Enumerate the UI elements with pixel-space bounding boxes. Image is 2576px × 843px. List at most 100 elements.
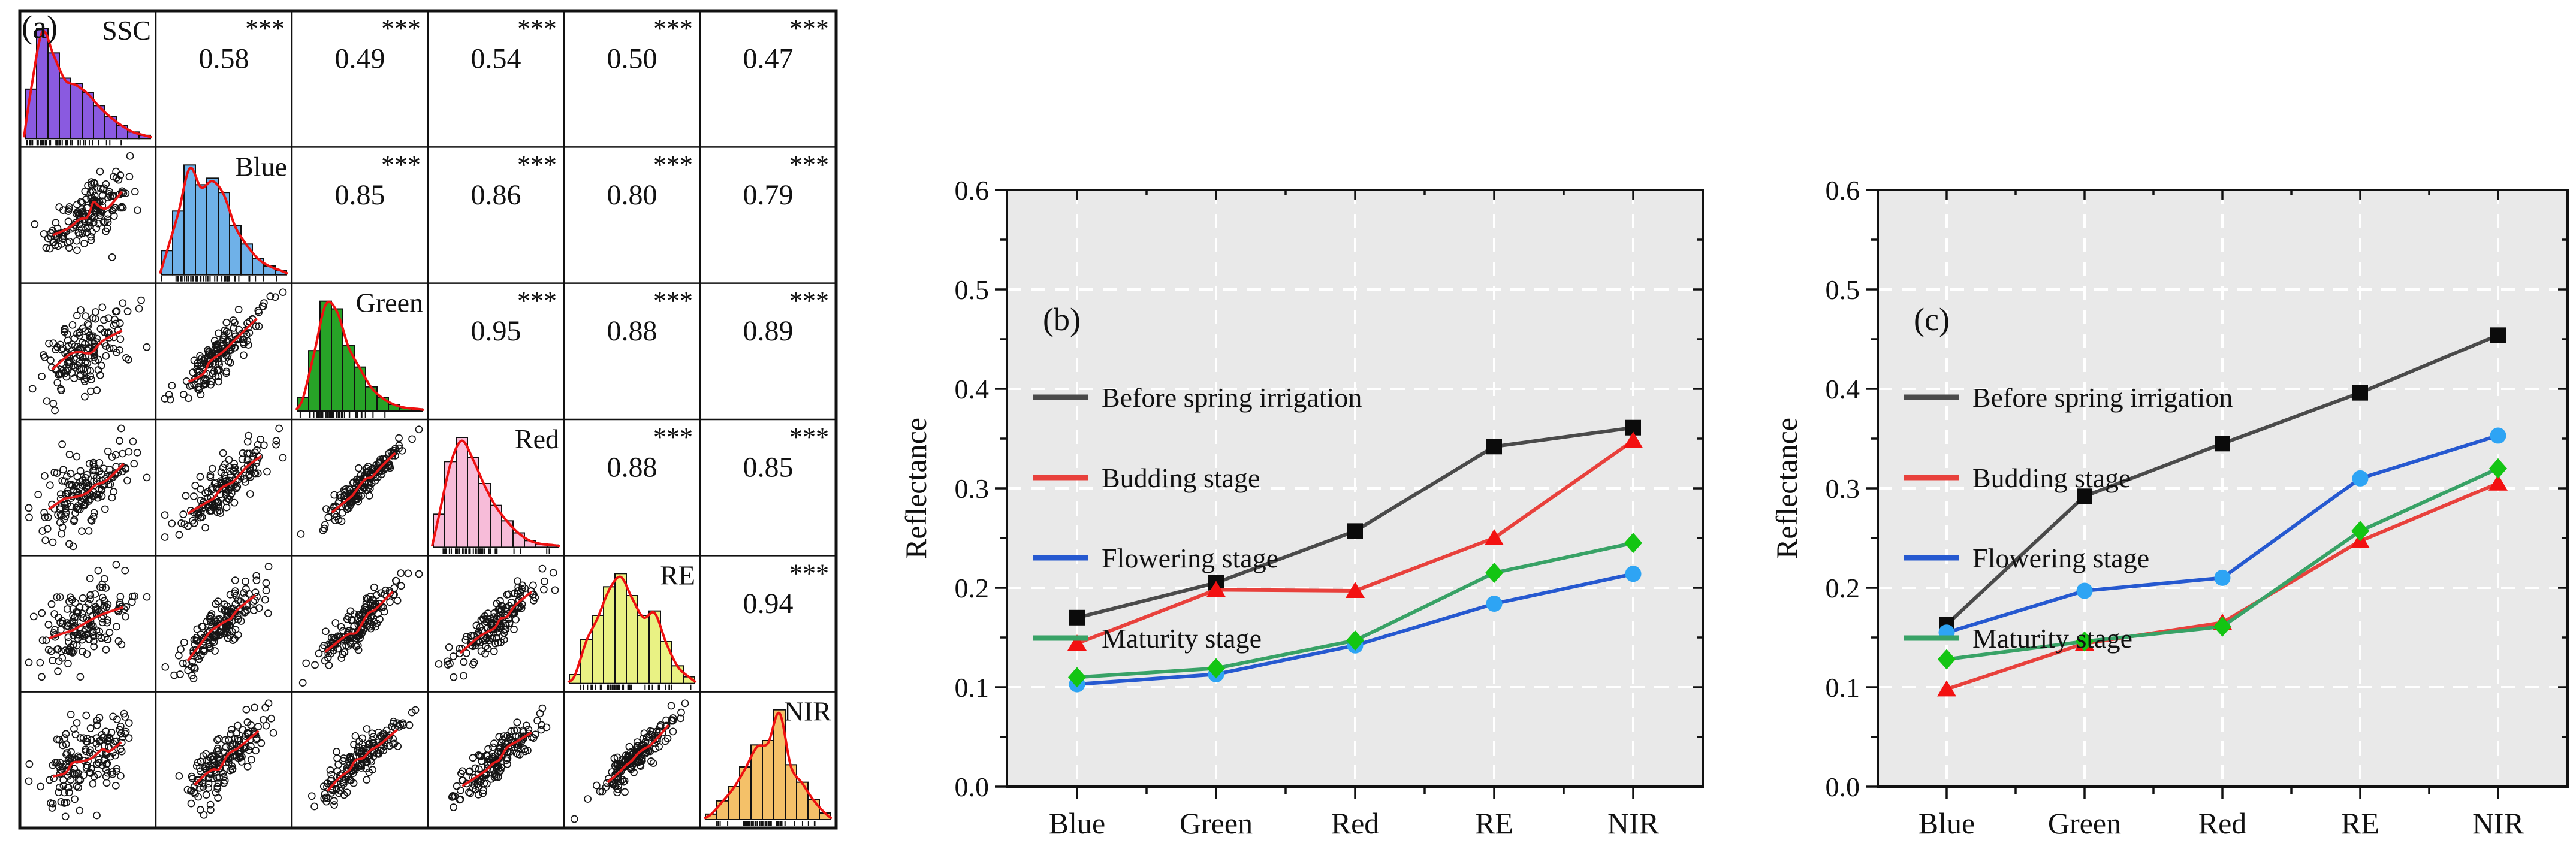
fit-line — [52, 741, 122, 778]
matrix-cell-NIR-SSC — [25, 709, 133, 821]
scatter-point — [497, 638, 505, 646]
scatter-point — [391, 445, 399, 453]
scatter-point — [370, 583, 378, 591]
scatter-point — [102, 772, 110, 781]
scatter-point — [118, 462, 126, 470]
scatter-point — [209, 500, 217, 508]
scatter-point — [57, 647, 65, 655]
scatter-point — [379, 603, 387, 611]
scatter-point — [190, 788, 198, 796]
scatter-point — [240, 589, 248, 597]
scatter-point — [240, 475, 248, 483]
scatter-point — [125, 173, 134, 181]
panel-c-label: (c) — [1914, 301, 1950, 337]
scatter-plot — [307, 706, 420, 811]
correlation-value: 0.58 — [199, 43, 249, 74]
scatter-point — [355, 738, 363, 746]
scatter-point — [54, 511, 62, 519]
scatter-point — [261, 703, 270, 712]
scatter-point — [56, 759, 64, 767]
scatter-point — [161, 511, 169, 519]
scatter-point — [231, 576, 239, 584]
scatter-point — [222, 351, 230, 359]
scatter-point — [379, 462, 387, 470]
scatter-point — [73, 482, 80, 490]
scatter-point — [200, 811, 208, 819]
scatter-point — [224, 607, 233, 615]
scatter-point — [366, 617, 374, 626]
scatter-point — [170, 671, 179, 679]
scatter-point — [121, 729, 129, 738]
scatter-point — [112, 560, 120, 569]
scatter-point — [366, 756, 375, 764]
scatter-point — [25, 658, 33, 667]
scatter-point — [101, 505, 109, 513]
scatter-point — [234, 735, 242, 742]
scatter-point — [121, 713, 129, 721]
scatter-point — [92, 734, 101, 742]
scatter-point — [262, 579, 270, 587]
scatter-point — [210, 755, 218, 763]
legend-label: Before spring irrigation — [1972, 382, 2233, 413]
scatter-point — [44, 513, 52, 521]
scatter-point — [79, 594, 87, 602]
matrix-cell-Red-Green — [297, 425, 423, 538]
scatter-point — [341, 488, 349, 496]
scatter-point — [76, 776, 84, 784]
scatter-point — [85, 345, 93, 352]
scatter-point — [385, 449, 393, 457]
scatter-point — [415, 425, 423, 434]
scatter-point — [386, 464, 394, 472]
scatter-point — [98, 303, 107, 312]
scatter-point — [183, 785, 192, 794]
scatter-point — [58, 617, 67, 625]
scatter-point — [97, 361, 105, 370]
scatter-point — [79, 365, 88, 373]
scatter-point — [463, 633, 471, 640]
scatter-point — [341, 776, 349, 784]
scatter-point — [67, 502, 75, 510]
scatter-point — [119, 449, 126, 458]
scatter-point — [363, 725, 371, 733]
fit-line — [186, 594, 257, 662]
scatter-point — [38, 673, 46, 681]
scatter-point — [362, 599, 370, 608]
scatter-point — [477, 616, 485, 624]
significance-stars: *** — [653, 422, 693, 452]
scatter-point — [87, 236, 95, 244]
scatter-point — [311, 661, 319, 669]
scatter-point — [64, 784, 73, 792]
scatter-point — [117, 729, 125, 738]
scatter-point — [56, 385, 65, 393]
scatter-point — [342, 485, 350, 493]
scatter-point — [194, 793, 203, 801]
scatter-point — [505, 620, 514, 628]
scatter-point — [223, 602, 231, 611]
correlation-value: 0.85 — [743, 451, 794, 483]
scatter-point — [174, 651, 183, 660]
scatter-point — [334, 516, 343, 524]
scatter-point — [92, 739, 101, 748]
scatter-point — [107, 729, 116, 736]
scatter-point — [112, 174, 120, 182]
scatter-point — [355, 464, 363, 472]
scatter-point — [264, 563, 273, 570]
scatter-point — [84, 328, 92, 336]
scatter-point — [334, 632, 342, 640]
scatter-point — [226, 467, 234, 476]
scatter-point — [91, 191, 99, 200]
scatter-point — [61, 512, 70, 521]
scatter-point — [92, 224, 101, 232]
scatter-point — [471, 642, 479, 650]
marker-square — [2352, 385, 2368, 401]
scatter-point — [110, 205, 118, 213]
scatter-point — [28, 385, 37, 393]
significance-stars: *** — [517, 14, 557, 43]
scatter-point — [380, 608, 388, 616]
scatter-point — [450, 673, 458, 681]
matrix-cell-Red-NIR: 0.85*** — [743, 422, 829, 483]
scatter-point — [48, 804, 56, 812]
scatter-point — [346, 501, 355, 509]
panel-b-label: (b) — [1043, 301, 1081, 337]
scatter-point — [392, 577, 400, 585]
